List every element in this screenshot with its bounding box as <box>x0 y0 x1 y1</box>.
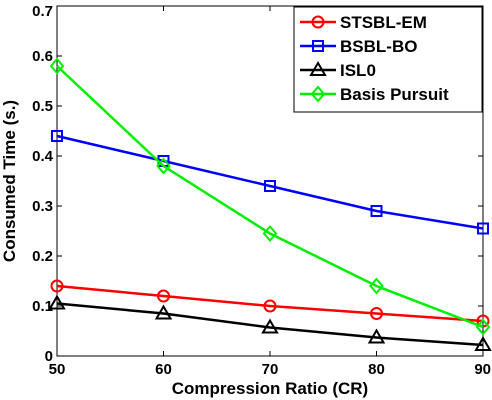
legend-entry: BSBL-BO <box>300 37 417 56</box>
legend-marker <box>312 40 324 52</box>
legend-label: Basis Pursuit <box>340 85 449 104</box>
y-tick-label: 0.5 <box>32 98 53 115</box>
legend-entry: Basis Pursuit <box>300 85 449 104</box>
series-line <box>56 134 484 230</box>
data-point <box>51 130 63 142</box>
legend-label: STSBL-EM <box>340 13 427 32</box>
legend-label: ISL0 <box>340 61 376 80</box>
y-tick-label: 0.3 <box>32 198 53 215</box>
data-point <box>370 205 383 217</box>
series-stsbl-em <box>50 279 490 328</box>
series-line <box>56 302 484 347</box>
x-axis-title: Compression Ratio (CR) <box>172 379 368 398</box>
data-point <box>50 279 64 293</box>
data-point <box>475 318 491 336</box>
legend-entry: ISL0 <box>300 61 376 80</box>
series-line <box>56 284 484 323</box>
y-tick-label: 0.1 <box>32 298 53 315</box>
series-basis-pursuit <box>49 57 491 336</box>
data-point <box>367 328 386 344</box>
data-point <box>263 299 277 313</box>
data-point <box>474 336 492 351</box>
x-tick-label: 50 <box>49 361 66 378</box>
x-tick-label: 80 <box>368 361 385 378</box>
legend-marker <box>309 61 327 76</box>
y-tick-label: 0.2 <box>32 248 53 265</box>
legend-label: BSBL-BO <box>340 37 417 56</box>
y-tick-label: 0.6 <box>32 48 53 65</box>
data-point <box>157 289 170 303</box>
data-point <box>262 224 278 243</box>
series-line <box>56 65 484 329</box>
data-point <box>48 294 66 310</box>
data-point <box>156 157 171 175</box>
data-point <box>477 222 489 235</box>
data-point <box>369 277 384 295</box>
data-point <box>49 57 65 75</box>
x-tick-label: 70 <box>262 361 279 378</box>
y-tick-label: 0.4 <box>32 148 54 165</box>
data-point <box>264 180 276 192</box>
data-point <box>370 307 383 320</box>
legend: STSBL-EM BSBL-BO ISL0 Basis Pursuit <box>293 6 483 113</box>
series <box>48 57 492 351</box>
legend-marker <box>310 85 326 103</box>
y-tick-label: 0.7 <box>32 3 53 20</box>
y-tick-label: 0 <box>45 348 53 365</box>
legend-marker <box>311 15 325 29</box>
ticks: 50 60 70 80 90 0 0.1 0.2 0.3 0.4 0.5 0.6 0.7 <box>32 3 491 378</box>
legend-entry: STSBL-EM <box>300 13 427 32</box>
data-point <box>261 318 279 334</box>
y-axis-title: Consumed Time (s.) <box>0 100 19 262</box>
x-tick-label: 90 <box>474 361 491 378</box>
series-isl0 <box>48 294 492 351</box>
data-point <box>154 304 173 320</box>
x-tick-label: 60 <box>155 361 172 378</box>
